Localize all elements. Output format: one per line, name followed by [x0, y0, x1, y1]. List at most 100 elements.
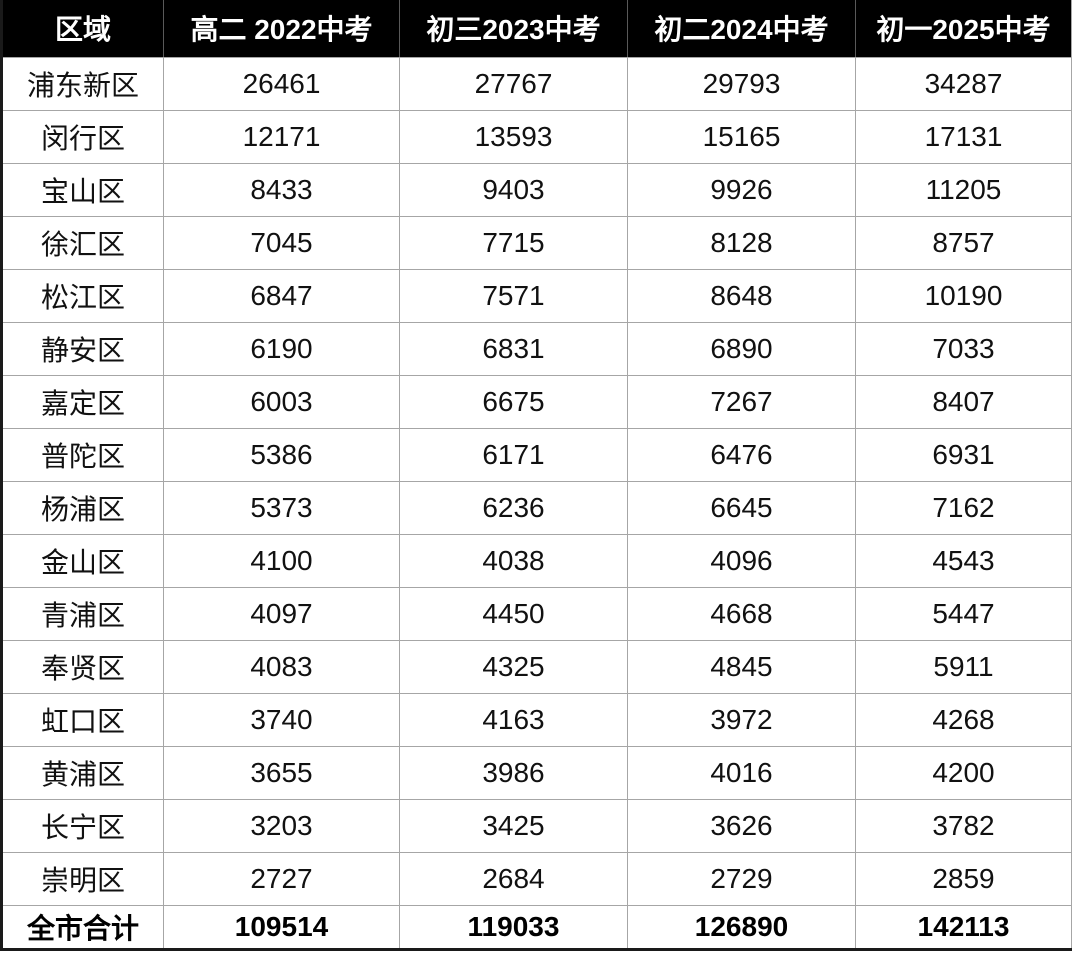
value-cell-2024: 4845	[627, 639, 856, 694]
value-cell-2022: 7045	[163, 215, 400, 270]
value-cell-2025: 11205	[855, 162, 1072, 217]
value-cell-2022: 5386	[163, 427, 400, 482]
value-cell-2022: 4097	[163, 586, 400, 641]
table-row: 金山区 4100 4038 4096 4543	[1, 533, 1072, 588]
region-cell: 金山区	[1, 533, 164, 588]
value-cell-2025: 34287	[855, 56, 1072, 111]
value-cell-2022: 6003	[163, 374, 400, 429]
value-cell-2025: 10190	[855, 268, 1072, 323]
value-cell-2022: 3655	[163, 745, 400, 800]
header-cell-2025: 初一2025中考	[855, 0, 1072, 58]
region-cell: 青浦区	[1, 586, 164, 641]
table-row: 虹口区 3740 4163 3972 4268	[1, 692, 1072, 747]
value-cell-2024: 6890	[627, 321, 856, 376]
table-footer: 全市合计 109514 119033 126890 142113	[1, 904, 1072, 949]
value-cell-2023: 6675	[399, 374, 628, 429]
value-cell-2022: 6847	[163, 268, 400, 323]
table-header: 区域 高二 2022中考 初三2023中考 初二2024中考 初一2025中考	[1, 0, 1072, 58]
header-cell-2022: 高二 2022中考	[163, 0, 400, 58]
region-cell: 徐汇区	[1, 215, 164, 270]
table-row: 静安区 6190 6831 6890 7033	[1, 321, 1072, 376]
exam-enrollment-table: 区域 高二 2022中考 初三2023中考 初二2024中考 初一2025中考 …	[0, 0, 1072, 951]
value-cell-2024: 7267	[627, 374, 856, 429]
total-label-cell: 全市合计	[1, 904, 164, 949]
value-cell-2022: 4083	[163, 639, 400, 694]
value-cell-2024: 6645	[627, 480, 856, 535]
value-cell-2023: 6171	[399, 427, 628, 482]
value-cell-2025: 17131	[855, 109, 1072, 164]
table-row: 普陀区 5386 6171 6476 6931	[1, 427, 1072, 482]
region-cell: 普陀区	[1, 427, 164, 482]
value-cell-2023: 7715	[399, 215, 628, 270]
table-row: 黄浦区 3655 3986 4016 4200	[1, 745, 1072, 800]
region-cell: 松江区	[1, 268, 164, 323]
value-cell-2024: 8128	[627, 215, 856, 270]
value-cell-2024: 8648	[627, 268, 856, 323]
value-cell-2023: 4038	[399, 533, 628, 588]
value-cell-2025: 4268	[855, 692, 1072, 747]
total-value-cell-2025: 142113	[855, 904, 1072, 949]
table-row: 宝山区 8433 9403 9926 11205	[1, 162, 1072, 217]
value-cell-2023: 3425	[399, 798, 628, 853]
value-cell-2022: 12171	[163, 109, 400, 164]
value-cell-2025: 2859	[855, 851, 1072, 906]
region-cell: 浦东新区	[1, 56, 164, 111]
table-row: 嘉定区 6003 6675 7267 8407	[1, 374, 1072, 429]
value-cell-2024: 15165	[627, 109, 856, 164]
value-cell-2023: 6831	[399, 321, 628, 376]
value-cell-2022: 3203	[163, 798, 400, 853]
value-cell-2024: 9926	[627, 162, 856, 217]
value-cell-2022: 8433	[163, 162, 400, 217]
total-value-cell-2022: 109514	[163, 904, 400, 949]
value-cell-2025: 5911	[855, 639, 1072, 694]
region-cell: 崇明区	[1, 851, 164, 906]
value-cell-2025: 8757	[855, 215, 1072, 270]
value-cell-2022: 5373	[163, 480, 400, 535]
value-cell-2024: 4096	[627, 533, 856, 588]
table-row: 崇明区 2727 2684 2729 2859	[1, 851, 1072, 906]
table-body: 浦东新区 26461 27767 29793 34287 闵行区 12171 1…	[1, 56, 1072, 906]
table-row: 奉贤区 4083 4325 4845 5911	[1, 639, 1072, 694]
value-cell-2023: 9403	[399, 162, 628, 217]
value-cell-2023: 3986	[399, 745, 628, 800]
value-cell-2024: 3626	[627, 798, 856, 853]
value-cell-2022: 3740	[163, 692, 400, 747]
region-cell: 宝山区	[1, 162, 164, 217]
value-cell-2023: 4163	[399, 692, 628, 747]
region-cell: 黄浦区	[1, 745, 164, 800]
value-cell-2022: 2727	[163, 851, 400, 906]
value-cell-2024: 29793	[627, 56, 856, 111]
total-row: 全市合计 109514 119033 126890 142113	[1, 904, 1072, 949]
value-cell-2025: 4543	[855, 533, 1072, 588]
value-cell-2025: 7162	[855, 480, 1072, 535]
header-cell-region: 区域	[1, 0, 164, 58]
region-cell: 静安区	[1, 321, 164, 376]
table-row: 浦东新区 26461 27767 29793 34287	[1, 56, 1072, 111]
value-cell-2023: 2684	[399, 851, 628, 906]
value-cell-2023: 6236	[399, 480, 628, 535]
value-cell-2025: 3782	[855, 798, 1072, 853]
region-cell: 虹口区	[1, 692, 164, 747]
table-row: 松江区 6847 7571 8648 10190	[1, 268, 1072, 323]
region-cell: 长宁区	[1, 798, 164, 853]
header-cell-2023: 初三2023中考	[399, 0, 628, 58]
total-value-cell-2023: 119033	[399, 904, 628, 949]
value-cell-2023: 27767	[399, 56, 628, 111]
region-cell: 奉贤区	[1, 639, 164, 694]
value-cell-2023: 7571	[399, 268, 628, 323]
total-value-cell-2024: 126890	[627, 904, 856, 949]
value-cell-2025: 7033	[855, 321, 1072, 376]
table-row: 长宁区 3203 3425 3626 3782	[1, 798, 1072, 853]
region-cell: 嘉定区	[1, 374, 164, 429]
region-cell: 杨浦区	[1, 480, 164, 535]
region-cell: 闵行区	[1, 109, 164, 164]
value-cell-2025: 5447	[855, 586, 1072, 641]
value-cell-2023: 13593	[399, 109, 628, 164]
value-cell-2025: 6931	[855, 427, 1072, 482]
value-cell-2024: 2729	[627, 851, 856, 906]
table-row: 徐汇区 7045 7715 8128 8757	[1, 215, 1072, 270]
value-cell-2023: 4325	[399, 639, 628, 694]
header-row: 区域 高二 2022中考 初三2023中考 初二2024中考 初一2025中考	[1, 0, 1072, 58]
header-cell-2024: 初二2024中考	[627, 0, 856, 58]
